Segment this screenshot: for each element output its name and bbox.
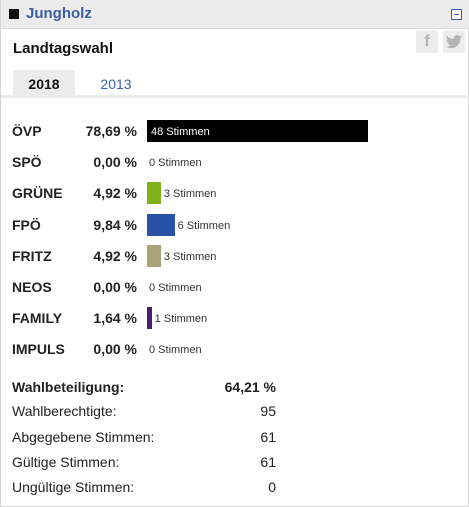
cast-value: 61 [260,429,276,445]
municipality-title: Jungholz [26,5,92,22]
invalid-value: 0 [268,479,276,495]
turnout-value: 64,21 % [224,379,276,395]
eligible-value: 95 [260,403,276,419]
result-row: GRÜNE 4,92 % 3 Stimmen [1,182,469,205]
vote-bar [147,244,161,267]
year-tabs: 2018 2013 [1,70,469,98]
twitter-icon [446,35,462,49]
collapse-icon[interactable] [451,9,462,20]
party-name: ÖVP [12,123,42,139]
party-percent: 4,92 % [93,185,137,202]
cast-label: Abgegebene Stimmen: [12,429,155,445]
election-title: Landtagswahl [13,40,114,57]
vote-bar [147,182,161,205]
valid-label: Gültige Stimmen: [12,454,120,470]
party-percent: 0,00 % [93,154,137,171]
vote-count: 0 Stimmen [149,282,202,294]
party-name: FAMILY [12,310,63,327]
twitter-share-button[interactable] [443,31,465,53]
turnout-label: Wahlbeteiligung: [12,379,125,395]
result-row: FRITZ 4,92 % 3 Stimmen [1,244,469,267]
vote-count: 3 Stimmen [163,188,217,201]
result-row: FAMILY 1,64 % 1 Stimmen [1,307,469,330]
result-row: FPÖ 9,84 % 6 Stimmen [1,213,469,236]
invalid-row: Ungültige Stimmen: 0 [12,479,276,499]
square-icon [9,9,19,19]
vote-count: 0 Stimmen [149,344,202,357]
party-percent: 78,69 % [85,123,137,139]
party-name: NEOS [12,279,52,295]
party-percent: 9,84 % [93,216,137,233]
turnout-row: Wahlbeteiligung: 64,21 % [12,379,276,399]
tab-2013[interactable]: 2013 [100,76,132,92]
widget-header: Jungholz [1,0,469,29]
result-row: SPÖ 0,00 % 0 Stimmen [1,151,469,173]
result-row: ÖVP 78,69 % 48 Stimmen [1,120,469,142]
vote-count: 6 Stimmen [177,219,231,232]
party-name: IMPULS [12,341,65,358]
party-name: GRÜNE [12,185,63,202]
valid-row: Gültige Stimmen: 61 [12,454,276,474]
vote-bar [147,213,175,236]
vote-bar [147,120,368,142]
party-name: FPÖ [12,216,41,233]
party-percent: 0,00 % [93,279,137,295]
eligible-label: Wahlberechtigte: [12,403,117,419]
result-row: NEOS 0,00 % 0 Stimmen [1,276,469,298]
invalid-label: Ungültige Stimmen: [12,479,135,495]
facebook-share-button[interactable]: f [416,31,438,53]
vote-count: 0 Stimmen [149,157,202,170]
result-row: IMPULS 0,00 % 0 Stimmen [1,338,469,360]
tab-2018[interactable]: 2018 [13,70,75,98]
valid-value: 61 [260,454,276,470]
party-name: SPÖ [12,154,42,171]
vote-bar [147,307,152,330]
party-percent: 4,92 % [93,247,137,264]
party-name: FRITZ [12,247,52,264]
vote-count: 48 Stimmen [151,126,210,138]
vote-count: 1 Stimmen [154,313,208,326]
eligible-row: Wahlberechtigte: 95 [12,403,276,423]
cast-row: Abgegebene Stimmen: 61 [12,429,276,449]
party-percent: 1,64 % [93,310,137,327]
party-percent: 0,00 % [93,341,137,358]
vote-count: 3 Stimmen [163,250,217,263]
